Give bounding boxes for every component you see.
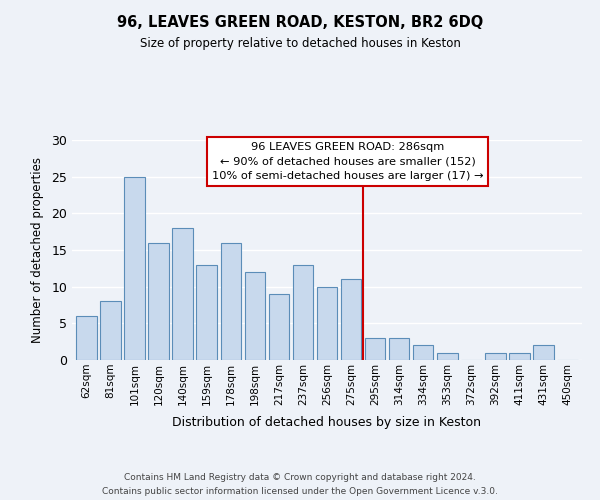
- Bar: [389, 338, 409, 360]
- Bar: [341, 280, 361, 360]
- Text: 96, LEAVES GREEN ROAD, KESTON, BR2 6DQ: 96, LEAVES GREEN ROAD, KESTON, BR2 6DQ: [117, 15, 483, 30]
- Bar: [124, 176, 145, 360]
- Bar: [293, 264, 313, 360]
- Bar: [533, 346, 554, 360]
- Bar: [437, 352, 458, 360]
- Bar: [245, 272, 265, 360]
- Bar: [100, 302, 121, 360]
- Text: Size of property relative to detached houses in Keston: Size of property relative to detached ho…: [140, 38, 460, 51]
- Bar: [172, 228, 193, 360]
- Bar: [148, 242, 169, 360]
- Text: Contains public sector information licensed under the Open Government Licence v.: Contains public sector information licen…: [102, 486, 498, 496]
- Bar: [269, 294, 289, 360]
- Bar: [317, 286, 337, 360]
- X-axis label: Distribution of detached houses by size in Keston: Distribution of detached houses by size …: [173, 416, 482, 429]
- Bar: [413, 346, 433, 360]
- Bar: [365, 338, 385, 360]
- Text: Contains HM Land Registry data © Crown copyright and database right 2024.: Contains HM Land Registry data © Crown c…: [124, 473, 476, 482]
- Bar: [509, 352, 530, 360]
- Text: 96 LEAVES GREEN ROAD: 286sqm
← 90% of detached houses are smaller (152)
10% of s: 96 LEAVES GREEN ROAD: 286sqm ← 90% of de…: [212, 142, 483, 181]
- Bar: [221, 242, 241, 360]
- Bar: [485, 352, 506, 360]
- Bar: [76, 316, 97, 360]
- Y-axis label: Number of detached properties: Number of detached properties: [31, 157, 44, 343]
- Bar: [196, 264, 217, 360]
